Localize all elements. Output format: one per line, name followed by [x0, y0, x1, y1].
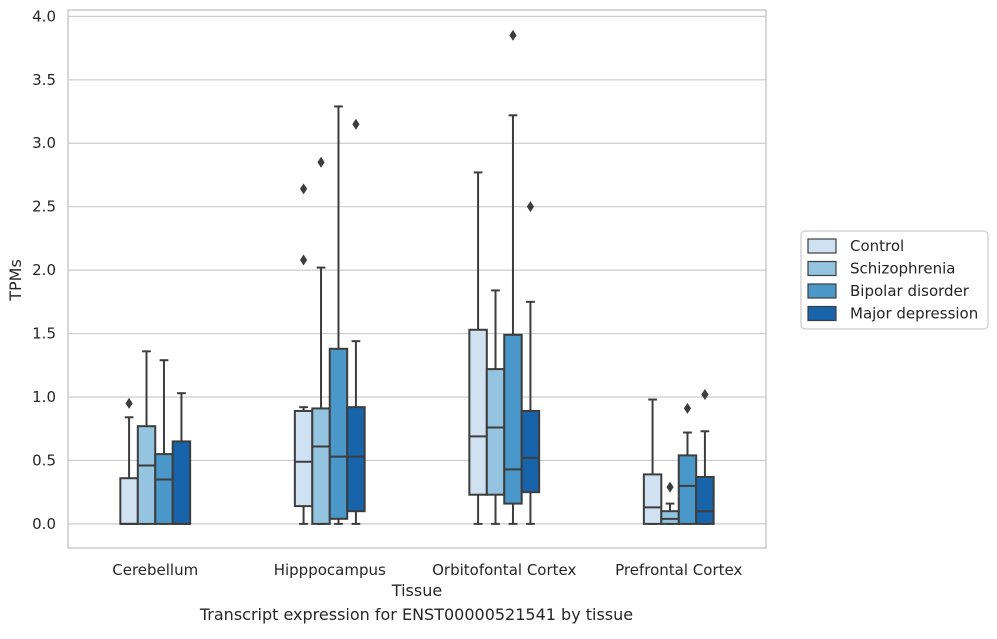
box-orbitofontal-cortex-control — [468, 171, 488, 525]
legend-swatch — [807, 283, 837, 299]
box-iqr — [642, 473, 663, 525]
box-layer — [119, 29, 715, 525]
outlier-point — [125, 397, 133, 409]
legend-label: Schizophrenia — [850, 260, 955, 278]
outlier-point — [666, 481, 674, 493]
legend-label: Control — [850, 237, 904, 255]
outlier-point — [299, 183, 308, 195]
figure-caption: Transcript expression for ENST0000052154… — [199, 605, 634, 624]
y-tick-label: 2.0 — [32, 261, 56, 279]
y-tick-label: 1.0 — [32, 388, 56, 406]
box-prefrontal-cortex-major-depression — [695, 388, 715, 525]
box-orbitofontal-cortex-schizophrenia — [485, 289, 506, 525]
legend: Control Schizophrenia Bipolar disorder Majo… — [800, 230, 989, 330]
y-tick-label: 1.5 — [32, 325, 56, 343]
outlier-point — [299, 254, 308, 266]
box-iqr — [346, 406, 366, 513]
y-axis-label: TPMs — [6, 259, 25, 302]
legend-swatch — [807, 305, 837, 322]
box-hipppocampus-bipolar-disorder — [328, 105, 349, 525]
legend-frame — [800, 230, 989, 330]
box-iqr — [293, 409, 314, 508]
box-iqr — [485, 368, 506, 496]
box-cerebellum-bipolar-disorder — [154, 359, 174, 525]
box-cerebellum-schizophrenia — [136, 350, 157, 525]
legend-swatch — [807, 238, 837, 254]
outlier-point — [701, 388, 709, 400]
box-orbitofontal-cortex-major-depression — [520, 201, 541, 525]
box-prefrontal-cortex-schizophrenia — [660, 481, 680, 525]
box-cerebellum-major-depression — [171, 392, 192, 525]
plot-frame — [67, 9, 767, 549]
box-iqr — [154, 453, 174, 525]
outlier-point — [526, 201, 535, 213]
box-iqr — [660, 510, 680, 525]
outlier-point — [683, 402, 692, 414]
box-iqr — [119, 477, 139, 525]
outlier-point — [352, 118, 360, 130]
box-orbitofontal-cortex-bipolar-disorder — [503, 29, 523, 525]
box-iqr — [136, 425, 157, 525]
x-tick-label: Orbitofontal Cortex — [432, 561, 576, 579]
y-tick-label: 2.5 — [32, 198, 56, 216]
box-iqr — [695, 475, 715, 525]
box-cerebellum-control — [119, 397, 139, 525]
box-hipppocampus-major-depression — [346, 118, 366, 525]
legend-label: Bipolar disorder — [850, 282, 970, 300]
x-tick-label: Hipppocampus — [274, 561, 386, 579]
box-iqr — [311, 407, 331, 525]
box-hipppocampus-control — [293, 183, 314, 525]
box-prefrontal-cortex-control — [642, 398, 663, 525]
box-iqr — [677, 454, 698, 525]
y-tick-label: 3.5 — [32, 71, 56, 89]
box-iqr — [503, 333, 523, 505]
box-prefrontal-cortex-bipolar-disorder — [677, 402, 698, 525]
box-hipppocampus-schizophrenia — [311, 156, 331, 525]
axis-layer: 0.0 0.5 1.0 1.5 2.0 2.5 3.0 3.5 4.0 Cerebellum Hip… — [32, 7, 767, 579]
outlier-point — [317, 156, 325, 168]
legend-swatch — [807, 260, 837, 277]
x-tick-label: Prefrontal Cortex — [615, 561, 742, 579]
y-tick-label: 0.5 — [32, 451, 56, 469]
y-tick-label: 4.0 — [32, 7, 56, 25]
x-axis-label: Tissue — [391, 581, 442, 600]
y-tick-label: 3.0 — [32, 134, 56, 152]
x-tick-label: Cerebellum — [112, 561, 198, 579]
box-iqr — [171, 440, 192, 525]
y-tick-label: 0.0 — [32, 515, 56, 533]
outlier-point — [509, 29, 517, 41]
box-iqr — [468, 328, 488, 496]
legend-label: Major depression — [850, 305, 978, 323]
box-iqr — [520, 409, 541, 494]
box-iqr — [328, 347, 349, 520]
